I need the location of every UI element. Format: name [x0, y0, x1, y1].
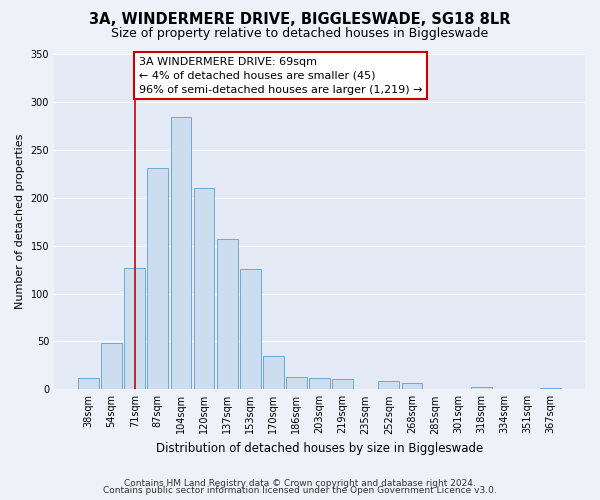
Text: Contains public sector information licensed under the Open Government Licence v3: Contains public sector information licen… [103, 486, 497, 495]
Bar [401, 382, 422, 390]
Bar [332, 379, 353, 390]
Bar [309, 378, 330, 390]
Bar [124, 268, 145, 390]
Bar [263, 356, 284, 390]
Bar [78, 378, 99, 390]
X-axis label: Distribution of detached houses by size in Biggleswade: Distribution of detached houses by size … [156, 442, 483, 455]
Bar [286, 377, 307, 390]
Bar [170, 117, 191, 390]
Bar [379, 380, 399, 390]
Bar [148, 168, 168, 390]
Bar [540, 388, 561, 390]
Text: 3A WINDERMERE DRIVE: 69sqm
← 4% of detached houses are smaller (45)
96% of semi-: 3A WINDERMERE DRIVE: 69sqm ← 4% of detac… [139, 57, 422, 95]
Bar [240, 268, 260, 390]
Bar [101, 344, 122, 390]
Text: Size of property relative to detached houses in Biggleswade: Size of property relative to detached ho… [112, 28, 488, 40]
Text: Contains HM Land Registry data © Crown copyright and database right 2024.: Contains HM Land Registry data © Crown c… [124, 478, 476, 488]
Y-axis label: Number of detached properties: Number of detached properties [15, 134, 25, 310]
Bar [217, 239, 238, 390]
Bar [471, 388, 491, 390]
Bar [194, 188, 214, 390]
Text: 3A, WINDERMERE DRIVE, BIGGLESWADE, SG18 8LR: 3A, WINDERMERE DRIVE, BIGGLESWADE, SG18 … [89, 12, 511, 28]
